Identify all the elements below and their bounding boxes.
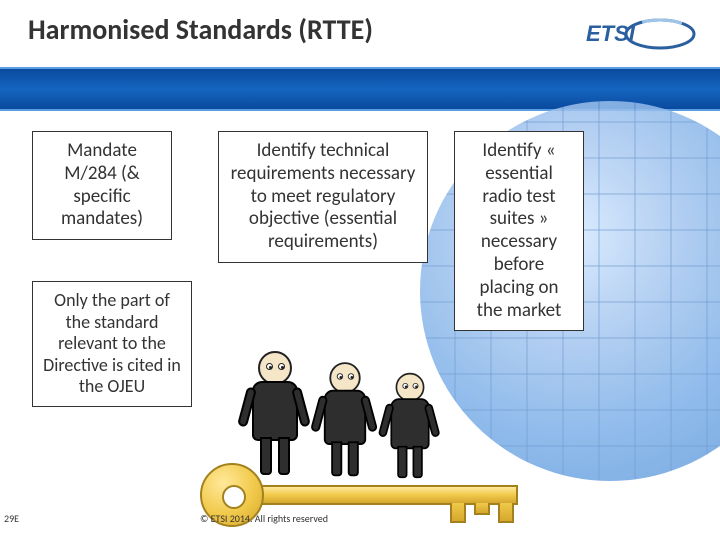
mandate-box: Mandate M/284 (& specific mandates): [32, 131, 172, 240]
key-figures-graphic: [200, 351, 550, 531]
logo-swoosh-icon: [626, 20, 694, 48]
etsi-logo: ETSI: [580, 16, 700, 57]
content-area: Mandate M/284 (& specific mandates) Only…: [0, 111, 720, 531]
cartoon-figure-icon: [240, 351, 310, 481]
page-title: Harmonised Standards (RTTE): [28, 12, 373, 47]
ojeu-box: Only the part of the standard relevant t…: [32, 281, 192, 407]
copyright-footer: © ETSI 2014. All rights reserved: [200, 512, 328, 525]
identify-suites-box: Identify « essential radio test suites »…: [454, 131, 584, 331]
identify-technical-box: Identify technical requirements necessar…: [218, 131, 428, 263]
logo-text: ETSI: [586, 21, 636, 46]
page-number: 29E: [4, 512, 19, 525]
